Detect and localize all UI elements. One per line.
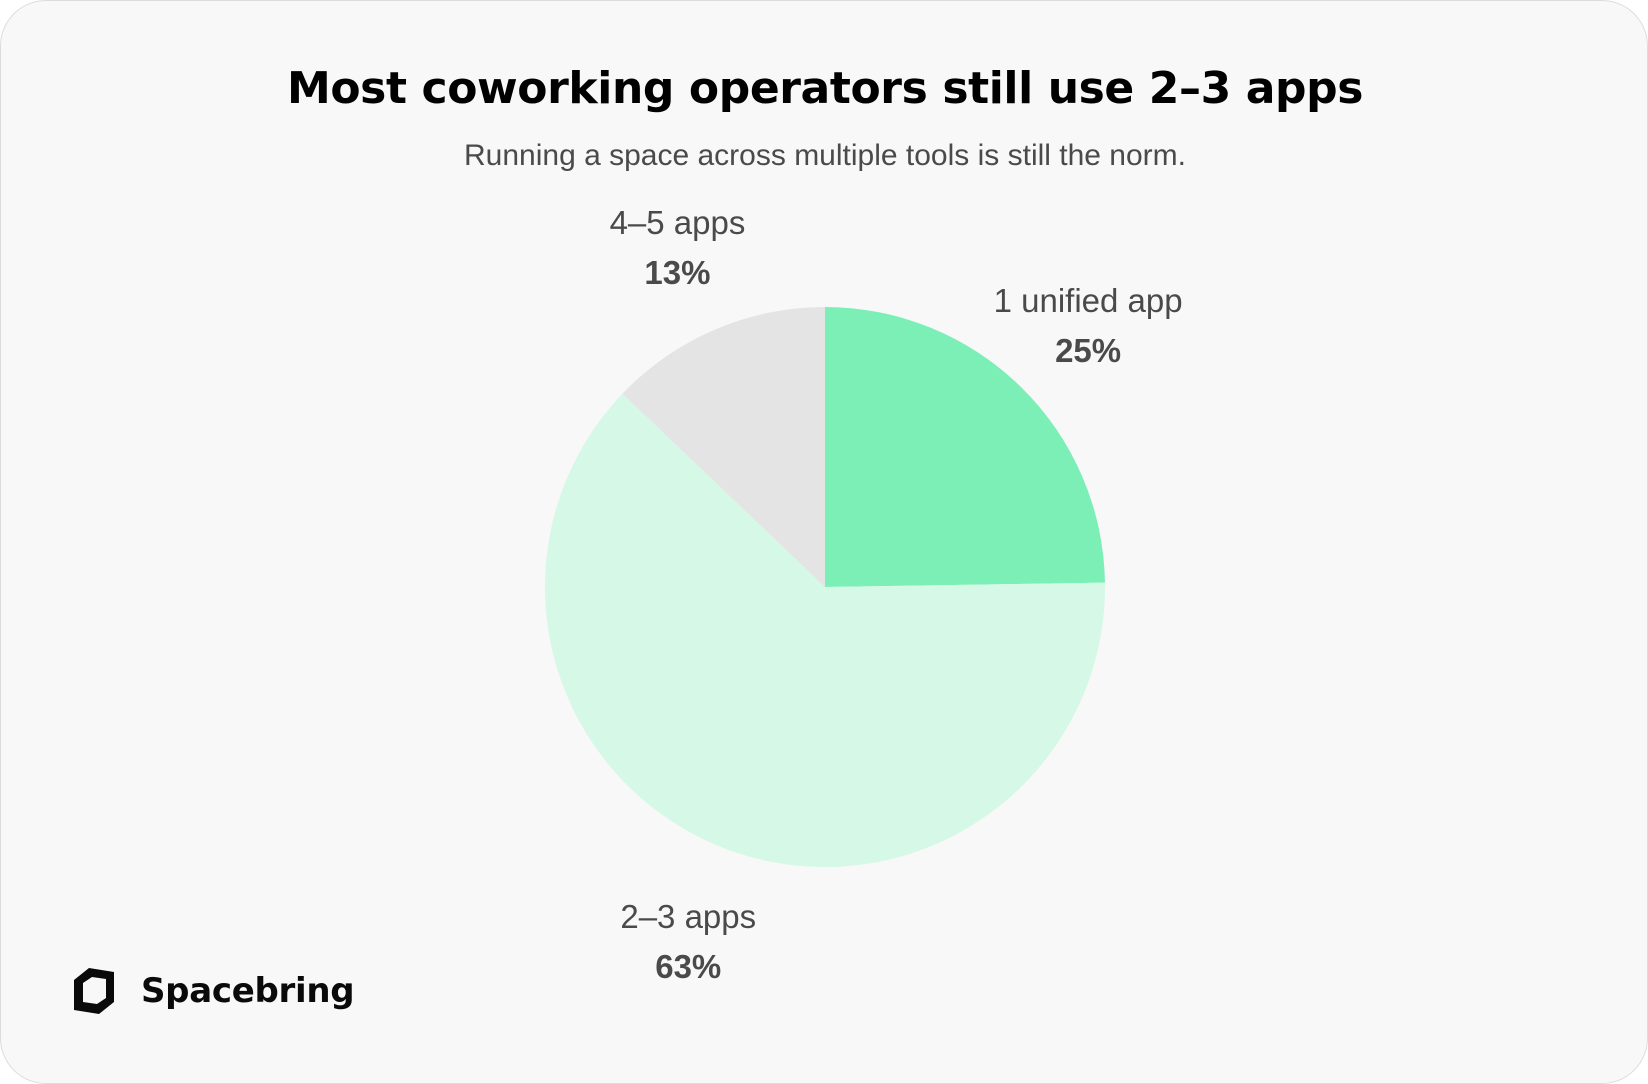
slice-label-2: 2–3 apps — [620, 898, 756, 935]
slice-value-2: 63% — [655, 948, 721, 985]
pie-slice-2 — [545, 393, 1105, 867]
chart-subtitle: Running a space across multiple tools is… — [464, 139, 1186, 172]
slice-value-3: 13% — [644, 254, 710, 291]
spacebring-logo-icon — [74, 968, 114, 1014]
slice-value-1: 25% — [1055, 332, 1121, 369]
brand-name: Spacebring — [141, 971, 355, 1011]
pie-slice-3 — [622, 307, 825, 587]
pie-labels: 1 unified app 25% 2–3 apps 63% 4–5 apps 13% — [610, 204, 1183, 985]
pie-slices — [545, 307, 1105, 867]
pie-slice-1 — [825, 307, 1105, 587]
brand: Spacebring — [71, 961, 355, 1021]
slice-label-1: 1 unified app — [994, 282, 1183, 319]
chart-title: Most coworking operators still use 2–3 a… — [286, 63, 1364, 114]
slice-label-3: 4–5 apps — [610, 204, 746, 241]
